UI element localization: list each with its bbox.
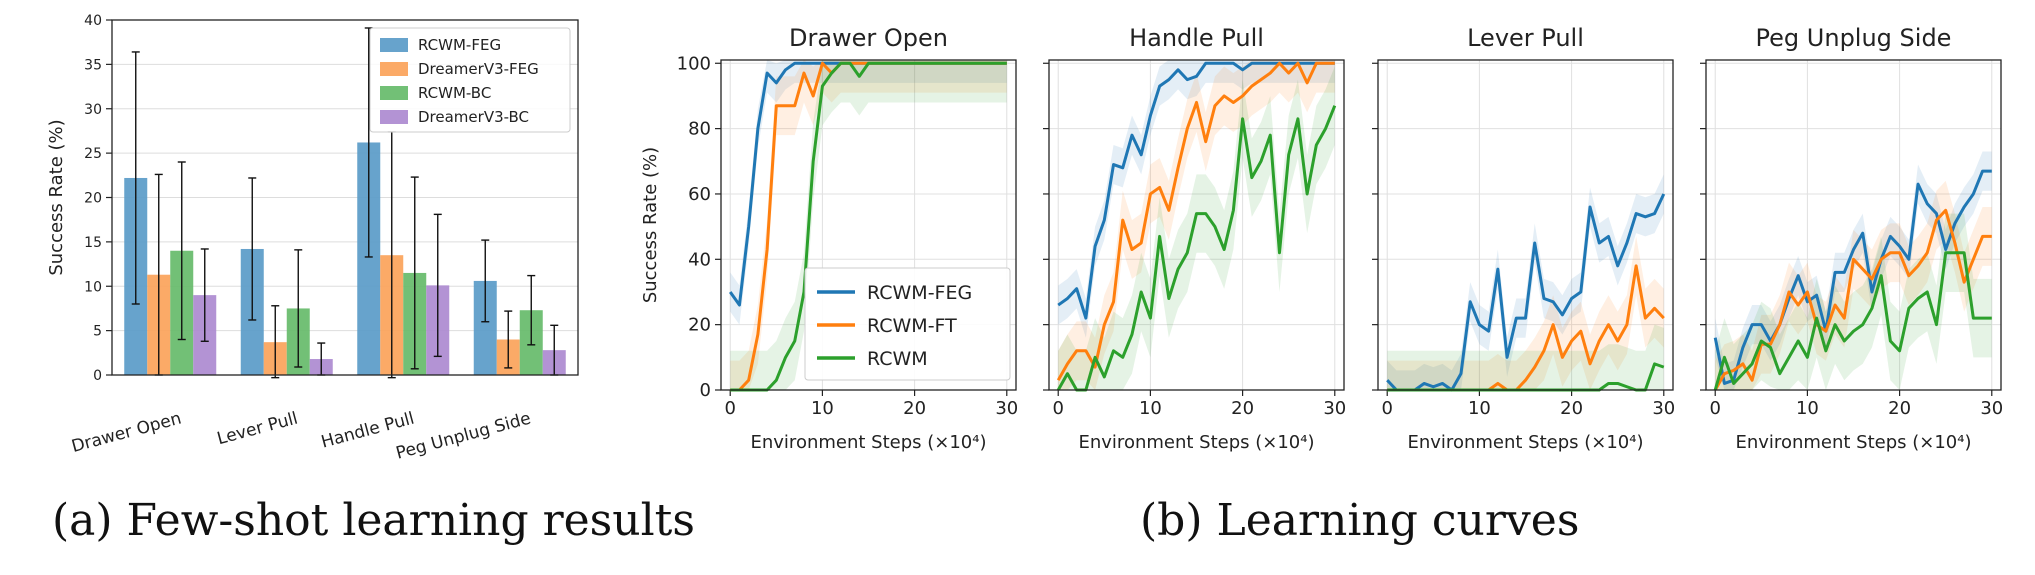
line-legend-box xyxy=(804,267,1011,381)
line-xtick-label: 20 xyxy=(1888,398,1911,419)
bar-category-label: Lever Pull xyxy=(215,409,300,450)
line-panel-title: Handle Pull xyxy=(1129,24,1264,52)
line-ytick-label: 100 xyxy=(677,53,711,74)
bar-ytick-label: 35 xyxy=(84,57,102,73)
bar-ylabel: Success Rate (%) xyxy=(46,119,67,275)
bar-category-label: Peg Unplug Side xyxy=(394,409,533,464)
legend-label: RCWM xyxy=(867,348,928,370)
figure-canvas: 0 5 10 15 20 25 30 35 40 Drawer Open Lever Pull Han… xyxy=(46,13,2003,464)
bar-ytick-label: 10 xyxy=(84,279,102,295)
line-ylabel: Success Rate (%) xyxy=(640,147,661,303)
bar-ytick-label: 5 xyxy=(93,324,102,340)
line-xlabel: Environment Steps (×10⁴) xyxy=(1736,432,1972,453)
confidence-band xyxy=(1058,60,1335,390)
line-ytick-label: 60 xyxy=(688,184,711,205)
legend-swatch xyxy=(380,86,408,100)
line-ytick-label: 0 xyxy=(700,380,711,401)
line-xtick-label: 20 xyxy=(1231,398,1254,419)
line-xtick-label: 30 xyxy=(1652,398,1675,419)
line-ytick-label: 80 xyxy=(688,119,711,140)
line-xtick-label: 30 xyxy=(1323,398,1346,419)
line-legend: RCWM-FEG RCWM-FT RCWM xyxy=(804,267,1011,381)
series-line xyxy=(1056,61,1335,381)
confidence-band xyxy=(730,60,1007,390)
line-xlabel: Environment Steps (×10⁴) xyxy=(751,432,987,453)
confidence-band xyxy=(1387,324,1664,390)
bar xyxy=(473,280,497,375)
line-axes-frame xyxy=(1048,59,1345,391)
bar-ytick-label: 30 xyxy=(84,102,102,118)
line-axes-frame xyxy=(720,59,1017,391)
line-panel: 0 10 20 30 0 20 40 60 80 100 Drawer Open Environmen… xyxy=(677,24,1019,453)
legend-label: RCWM-FT xyxy=(867,315,957,337)
bar xyxy=(357,142,381,375)
line-panel: 0 10 20 30 Lever Pull Environment Steps (×10⁴… xyxy=(1372,24,1675,453)
line-xtick-label: 20 xyxy=(1560,398,1583,419)
confidence-band xyxy=(1715,151,1992,390)
line-xtick-label: 0 xyxy=(724,398,735,419)
series-line xyxy=(730,61,1007,392)
line-xtick-label: 0 xyxy=(1709,398,1720,419)
line-xlabel: Environment Steps (×10⁴) xyxy=(1079,432,1315,453)
line-ytick-label: 20 xyxy=(688,315,711,336)
legend-label: DreamerV3-FEG xyxy=(418,60,539,78)
legend-swatch xyxy=(380,110,408,124)
line-xtick-label: 0 xyxy=(1381,398,1392,419)
bar-category-label: Drawer Open xyxy=(70,409,184,457)
line-xtick-label: 20 xyxy=(903,398,926,419)
bar-legend: RCWM-FEG DreamerV3-FEG RCWM-BC DreamerV3-BC xyxy=(369,27,571,133)
bar-legend-box xyxy=(369,27,571,133)
bar-axes-frame xyxy=(111,19,579,376)
bar-ytick-label: 40 xyxy=(84,13,102,29)
line-panel: 0 10 20 30 Peg Unplug Side Environment Steps … xyxy=(1700,24,2003,453)
confidence-band xyxy=(1715,180,1992,390)
series-line xyxy=(1056,105,1337,392)
line-xtick-label: 10 xyxy=(1139,398,1162,419)
legend-label: DreamerV3-BC xyxy=(418,108,529,126)
line-panel: 0 10 20 30 Handle Pull Environment Steps (×10… xyxy=(1043,24,1346,453)
line-axes-frame xyxy=(1377,59,1674,391)
legend-swatch xyxy=(380,38,408,52)
series-line xyxy=(1713,169,1992,385)
bar-ytick-label: 25 xyxy=(84,146,102,162)
line-xtick-label: 10 xyxy=(811,398,834,419)
series-line xyxy=(1386,193,1666,392)
line-axes-frame xyxy=(1705,59,2002,391)
bar-ytick-label: 15 xyxy=(84,235,102,251)
line-panel-title: Lever Pull xyxy=(1467,24,1584,52)
bar-ytick-label: 0 xyxy=(93,368,102,384)
bar-ytick-label: 20 xyxy=(84,191,102,207)
line-xtick-label: 30 xyxy=(995,398,1018,419)
legend-label: RCWM-BC xyxy=(418,84,491,102)
series-line xyxy=(1713,251,1992,391)
line-xtick-label: 0 xyxy=(1052,398,1063,419)
line-panel-title: Drawer Open xyxy=(789,24,948,52)
legend-swatch xyxy=(380,62,408,76)
line-panel-title: Peg Unplug Side xyxy=(1756,24,1952,52)
line-ytick-label: 40 xyxy=(688,249,711,270)
confidence-band xyxy=(730,60,1007,390)
legend-label: RCWM-FEG xyxy=(418,36,501,54)
line-xtick-label: 30 xyxy=(1980,398,2003,419)
caption-learning-curves: (b) Learning curves xyxy=(1140,495,1580,546)
line-xtick-label: 10 xyxy=(1796,398,1819,419)
legend-label: RCWM-FEG xyxy=(867,282,972,304)
caption-few-shot: (a) Few-shot learning results xyxy=(52,495,695,546)
line-xtick-label: 10 xyxy=(1468,398,1491,419)
series-line xyxy=(1057,61,1335,320)
line-xlabel: Environment Steps (×10⁴) xyxy=(1408,432,1644,453)
